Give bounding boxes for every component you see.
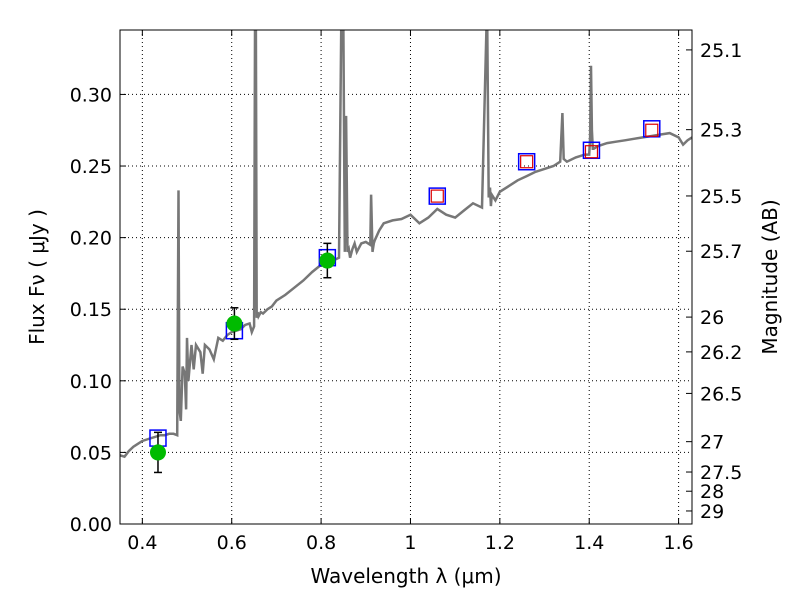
y-axis-label: Flux Fν ( μJy ) [25,209,49,345]
y-tick-label: 0.25 [70,156,112,178]
right-tick-label: 25.1 [700,40,742,62]
photometry-point [149,444,166,461]
sed-line [120,30,692,459]
right-tick-label: 27 [700,432,724,454]
right-tick-label: 25.3 [700,120,742,142]
model-band-square [517,152,536,171]
x-axis-label: Wavelength λ (μm) [310,564,501,588]
x-tick-label: 0.6 [217,532,247,554]
tick-layer: 0.4 0.6 0.8 1 1.2 1.4 1.6 0.00 0.05 0.10 0.15 0.20 0… [70,30,742,554]
observed-band-square [584,145,599,159]
right-tick-label: 25.7 [700,241,742,263]
photometry-point [226,315,243,332]
plot-frame [119,29,693,525]
x-tick-label: 0.8 [306,532,336,554]
photometry-point [319,252,336,269]
right-axis-label: Magnitude (AB) [758,199,782,354]
right-tick-label: 26.5 [700,383,742,405]
x-tick-label: 1 [404,532,416,554]
right-tick-label: 28 [700,481,724,503]
x-tick-label: 1.2 [485,532,515,554]
right-tick-label: 26.2 [700,342,742,364]
x-tick-label: 1.4 [574,532,604,554]
right-tick-label: 27.5 [700,462,742,484]
right-tick-label: 25.5 [700,186,742,208]
model-band-square [428,187,447,205]
y-tick-label: 0.15 [70,299,112,321]
y-tick-label: 0.20 [70,228,112,250]
x-tick-label: 0.4 [127,532,157,554]
grid-layer [120,30,692,525]
observed-band-square [645,123,659,137]
right-tick-label: 29 [700,501,724,523]
right-tick-label: 26 [700,307,724,329]
y-tick-label: 0.05 [70,442,112,464]
y-tick-label: 0.30 [70,84,112,106]
y-tick-label: 0.10 [70,371,112,393]
observed-band-square [520,155,534,169]
x-tick-label: 1.6 [663,532,693,554]
marker-layer [149,120,661,474]
y-tick-label: 0.00 [70,514,112,536]
observed-band-square [430,189,444,203]
series-layer [120,30,692,459]
